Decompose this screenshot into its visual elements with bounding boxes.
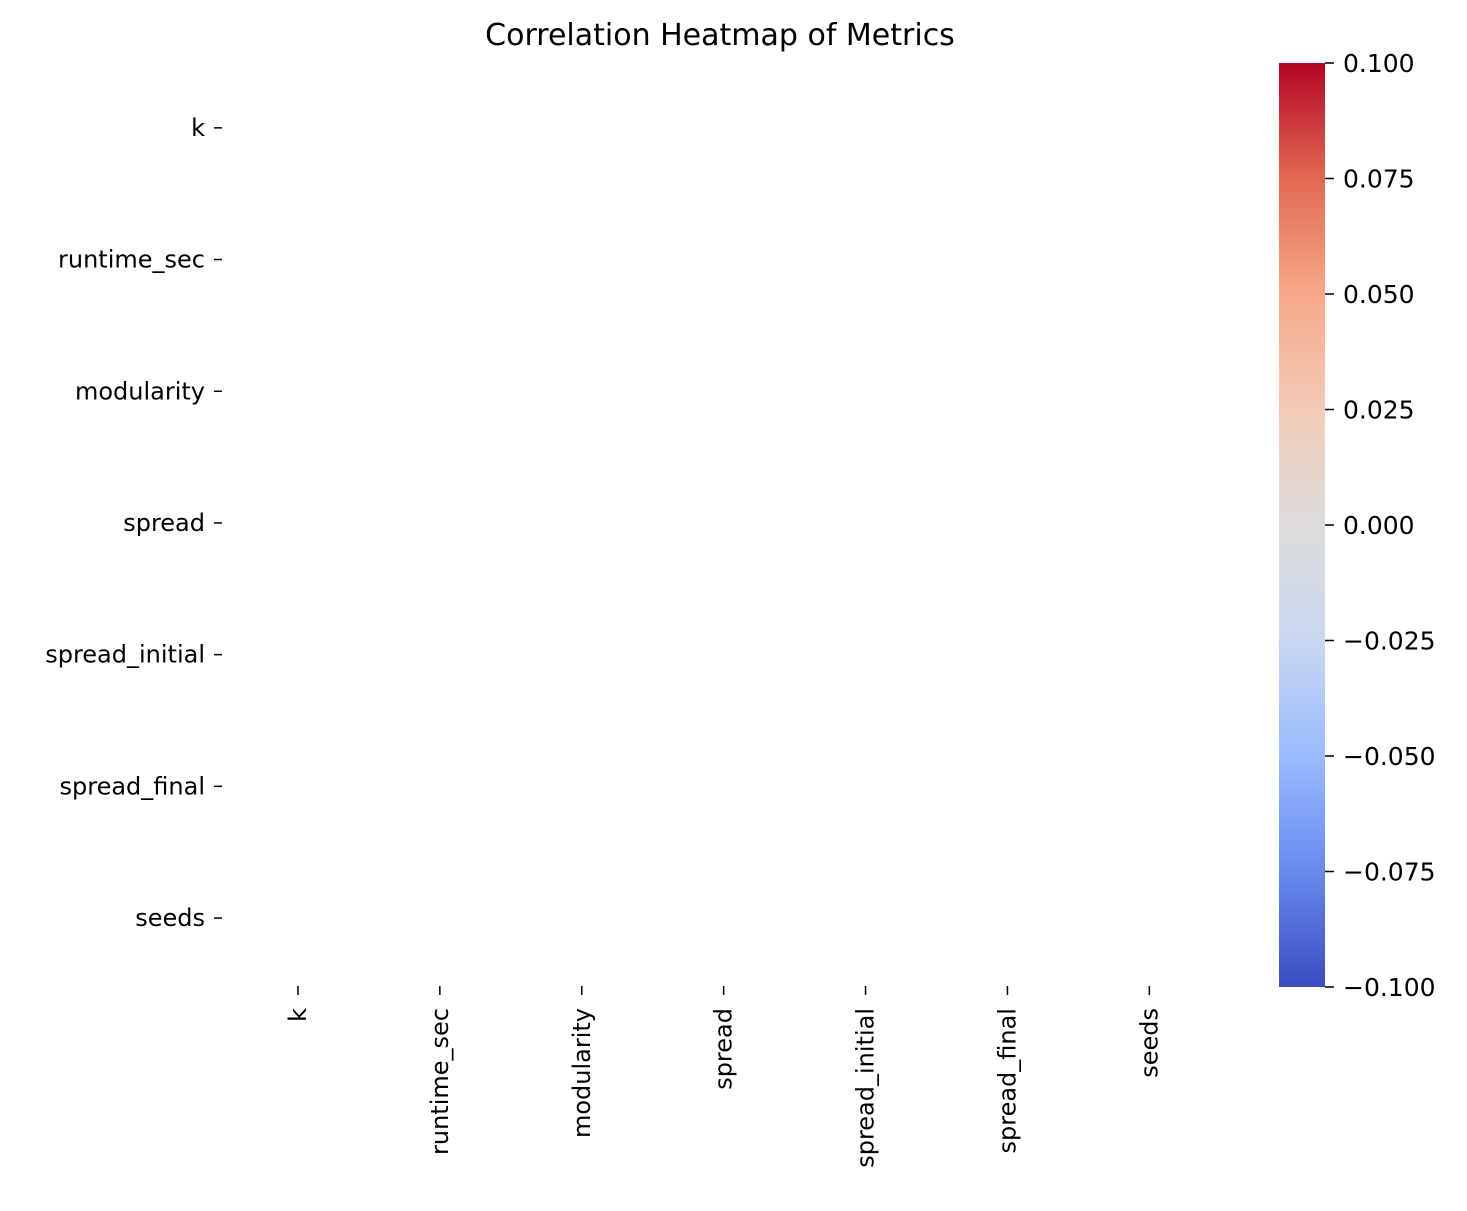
heatmap-cell	[1078, 721, 1220, 853]
heatmap-cell	[369, 457, 511, 589]
colorbar-tick-label: −0.075	[1343, 858, 1436, 887]
heatmap-cell	[795, 852, 937, 984]
heatmap-cell	[937, 62, 1079, 194]
chart-title: Correlation Heatmap of Metrics	[485, 18, 955, 53]
heatmap-cell	[369, 194, 511, 326]
heatmap-cell	[795, 457, 937, 589]
y-tick-label: k	[191, 114, 205, 142]
heatmap-cell	[795, 721, 937, 853]
heatmap-cell	[653, 721, 795, 853]
colorbar-tick-label: −0.050	[1343, 742, 1436, 771]
heatmap-cell	[369, 62, 511, 194]
heatmap-cell	[227, 62, 369, 194]
heatmap-cell	[937, 852, 1079, 984]
heatmap-cell	[937, 589, 1079, 721]
colorbar: 0.100 0.075 0.050 0.025 0.000 −0.025 −0.050 −0.…	[1279, 49, 1436, 1002]
heatmap-cell	[369, 721, 511, 853]
heatmap-cell	[795, 62, 937, 194]
heatmap-cell	[227, 721, 369, 853]
heatmap-cell	[227, 194, 369, 326]
heatmap-cell	[653, 852, 795, 984]
heatmap-cell	[369, 589, 511, 721]
x-tick-label: modularity	[568, 1008, 596, 1138]
heatmap-cell	[227, 589, 369, 721]
heatmap-cell	[653, 457, 795, 589]
heatmap-cell	[511, 62, 653, 194]
heatmap-cell	[227, 852, 369, 984]
heatmap-cell	[937, 457, 1079, 589]
heatmap-cell	[511, 852, 653, 984]
heatmap-cell	[795, 194, 937, 326]
heatmap-cell	[511, 325, 653, 457]
heatmap-cells	[227, 62, 1220, 984]
heatmap-cell	[1078, 62, 1220, 194]
y-axis: k runtime_sec modularity spread spread_initi…	[45, 114, 222, 932]
x-tick-label: k	[284, 1008, 312, 1022]
heatmap-cell	[227, 457, 369, 589]
colorbar-tick-label: 0.100	[1343, 49, 1415, 78]
heatmap-cell	[1078, 457, 1220, 589]
heatmap-cell	[795, 589, 937, 721]
colorbar-gradient	[1279, 63, 1325, 987]
heatmap-cell	[653, 325, 795, 457]
heatmap-cell	[937, 194, 1079, 326]
heatmap-cell	[653, 62, 795, 194]
colorbar-tick-label: 0.000	[1343, 511, 1415, 540]
x-axis: k runtime_sec modularity spread spread_initi…	[284, 986, 1163, 1168]
heatmap-cell	[1078, 194, 1220, 326]
heatmap-cell	[937, 325, 1079, 457]
colorbar-tick-label: 0.050	[1343, 280, 1415, 309]
x-tick-label: spread_initial	[852, 1008, 880, 1168]
x-tick-label: runtime_sec	[426, 1008, 454, 1155]
y-tick-label: modularity	[75, 377, 205, 405]
heatmap-cell	[511, 194, 653, 326]
heatmap-cell	[653, 194, 795, 326]
y-tick-label: spread_initial	[45, 641, 205, 669]
colorbar-tick-label: 0.075	[1343, 165, 1415, 194]
colorbar-tick-label: 0.025	[1343, 396, 1415, 425]
heatmap-cell	[795, 325, 937, 457]
heatmap-cell	[369, 852, 511, 984]
heatmap-cell	[227, 325, 369, 457]
heatmap-cell	[511, 589, 653, 721]
heatmap-cell	[1078, 325, 1220, 457]
y-tick-label: seeds	[135, 904, 205, 932]
x-tick-label: spread	[710, 1008, 738, 1090]
heatmap-cell	[369, 325, 511, 457]
heatmap-cell	[511, 457, 653, 589]
heatmap-cell	[511, 721, 653, 853]
x-tick-label: spread_final	[993, 1008, 1021, 1154]
colorbar-tick-label: −0.100	[1343, 973, 1436, 1002]
y-tick-label: spread	[123, 509, 205, 537]
colorbar-tick-label: −0.025	[1343, 627, 1436, 656]
heatmap-cell	[1078, 589, 1220, 721]
colorbar-ticks: 0.100 0.075 0.050 0.025 0.000 −0.025 −0.050 −0.…	[1325, 49, 1436, 1002]
heatmap-cell	[653, 589, 795, 721]
heatmap-cell	[937, 721, 1079, 853]
y-tick-label: spread_final	[60, 772, 206, 800]
x-tick-label: seeds	[1135, 1008, 1163, 1078]
heatmap-cell	[1078, 852, 1220, 984]
y-tick-label: runtime_sec	[58, 246, 205, 274]
